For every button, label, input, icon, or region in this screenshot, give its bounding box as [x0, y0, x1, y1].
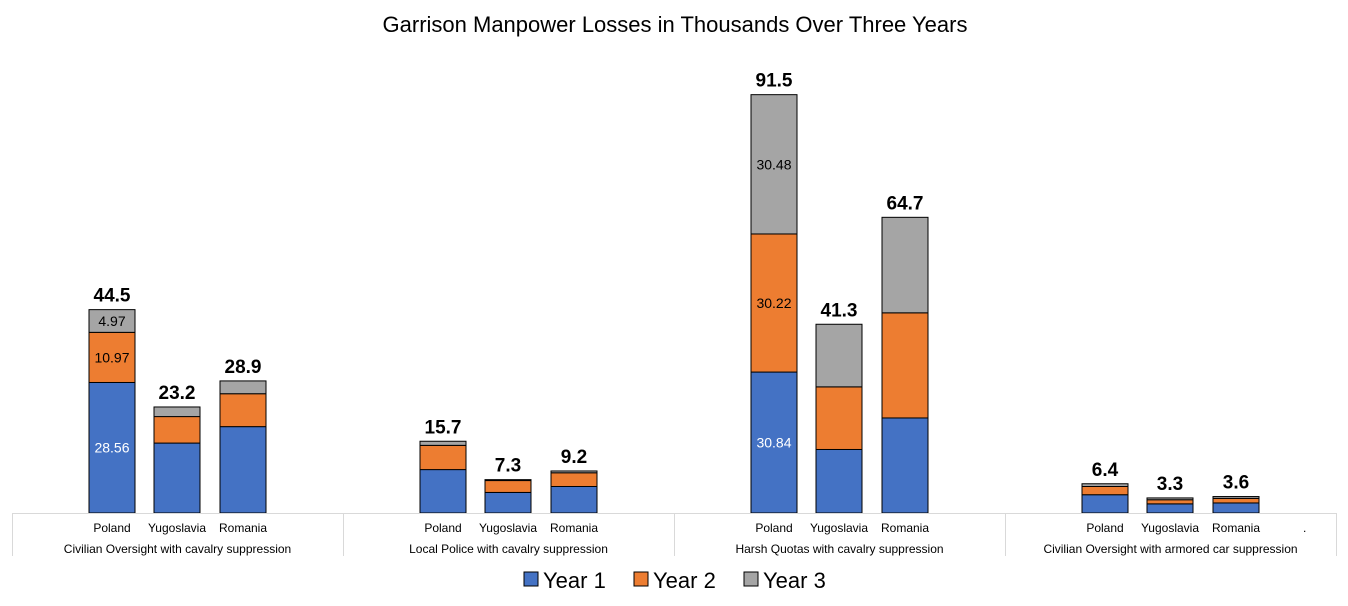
category-tick-label: Poland: [424, 521, 461, 535]
bar-segment-year-1: [1146, 503, 1194, 514]
bar-segment-year-1: [419, 469, 467, 514]
bars-layer: 28.56 10.97 4.97 44.5 23.2 28.9 15.7 7.3 9.2 30.8…: [88, 71, 1260, 514]
bar-total-label: 7.3: [495, 456, 521, 477]
bar-segment-year-2: [1081, 485, 1129, 496]
bar-total-label: 64.7: [887, 193, 924, 214]
bar-total-label: 28.9: [225, 357, 262, 378]
bar-group: 15.7 7.3 9.2: [419, 417, 598, 514]
segment-value-label: 30.22: [756, 295, 791, 311]
bar-total-label: 23.2: [159, 383, 196, 404]
legend-swatch: [633, 571, 649, 587]
group-label: Civilian Oversight with armored car supp…: [1043, 542, 1297, 556]
bar-segment-year-2: [484, 480, 532, 493]
legend-swatch: [523, 571, 539, 587]
legend-swatch: [743, 571, 759, 587]
category-tick-label: Poland: [93, 521, 130, 535]
bar-segment-year-1: [881, 417, 929, 514]
bar-segment-year-2: [1146, 499, 1194, 505]
bar-segment-year-2: [1212, 497, 1260, 504]
bar-group: 30.84 30.22 30.48 91.5 41.3 64.7: [750, 71, 929, 514]
legend-item-year-3: Year 3: [743, 568, 826, 593]
segment-value-label: 30.84: [756, 435, 791, 451]
bar-total-label: 15.7: [425, 417, 462, 438]
bar-segment-year-1: [815, 448, 863, 514]
category-tick-label: Romania: [219, 521, 267, 535]
bar-segment-year-1: [88, 381, 136, 514]
bar-segment-year-3: [550, 470, 598, 474]
category-tick-label: Yugoslavia: [479, 521, 537, 535]
chart-title: Garrison Manpower Losses in Thousands Ov…: [383, 12, 968, 37]
bar-segment-year-1: [750, 371, 798, 514]
bar-segment-year-2: [88, 331, 136, 383]
bar-segment-year-1: [1212, 502, 1260, 514]
bar-segment-year-3: [1212, 496, 1260, 499]
bar-total-label: 3.6: [1223, 473, 1249, 494]
bar-group: 28.56 10.97 4.97 44.5 23.2 28.9: [88, 286, 267, 514]
bar-segment-year-1: [153, 442, 201, 514]
bar-segment-year-2: [219, 393, 267, 428]
bar-total-label: 91.5: [756, 71, 793, 92]
legend-item-year-1: Year 1: [523, 568, 606, 593]
group-label: Harsh Quotas with cavalry suppression: [735, 542, 943, 556]
bar-total-label: 6.4: [1092, 460, 1119, 481]
bar-segment-year-1: [219, 426, 267, 514]
bar-segment-year-3: [219, 380, 267, 395]
category-tick-label: Poland: [755, 521, 792, 535]
segment-value-label: 28.56: [94, 440, 129, 456]
bar-segment-year-2: [419, 444, 467, 471]
bar-segment-year-2: [550, 472, 598, 487]
segment-value-label: 30.48: [756, 156, 791, 172]
legend-label: Year 3: [763, 568, 826, 593]
bar-segment-year-2: [750, 233, 798, 373]
bar-segment-year-3: [1081, 483, 1129, 487]
category-tick-label: Romania: [1212, 521, 1260, 535]
group-label: Civilian Oversight with cavalry suppress…: [64, 542, 291, 556]
bar-group: 6.4 3.3 3.6: [1081, 460, 1260, 514]
segment-value-label: 10.97: [94, 349, 129, 365]
bar-segment-year-3: [881, 216, 929, 314]
bar-segment-year-3: [750, 94, 798, 235]
group-label: Local Police with cavalry suppression: [409, 542, 608, 556]
bar-segment-year-3: [484, 479, 532, 482]
bar-total-label: 44.5: [94, 286, 131, 307]
bar-segment-year-1: [1081, 494, 1129, 514]
bar-segment-year-3: [419, 440, 467, 446]
bar-segment-year-3: [88, 309, 136, 333]
bar-segment-year-2: [815, 386, 863, 450]
bar-segment-year-3: [815, 323, 863, 388]
legend: Year 1 Year 2 Year 3: [523, 568, 826, 593]
category-tick-label: Yugoslavia: [810, 521, 868, 535]
category-tick-label: Yugoslavia: [1141, 521, 1199, 535]
bar-segment-year-3: [153, 406, 201, 418]
bar-segment-year-1: [550, 485, 598, 514]
bar-total-label: 3.3: [1157, 474, 1183, 495]
category-tick-label: Poland: [1086, 521, 1123, 535]
bar-segment-year-2: [153, 416, 201, 444]
legend-label: Year 1: [543, 568, 606, 593]
category-tick-label: Yugoslavia: [148, 521, 206, 535]
category-tick-label: Romania: [550, 521, 598, 535]
bar-segment-year-3: [1146, 497, 1194, 501]
bar-segment-year-2: [881, 312, 929, 419]
bar-total-label: 9.2: [561, 447, 587, 468]
stray-axis-mark: .: [1303, 521, 1306, 535]
category-tick-label: Romania: [881, 521, 929, 535]
bar-total-label: 41.3: [821, 300, 858, 321]
category-axis: Poland Yugoslavia Romania Civilian Oversigh…: [12, 513, 1337, 556]
bar-segment-year-1: [484, 491, 532, 514]
legend-label: Year 2: [653, 568, 716, 593]
segment-value-label: 4.97: [98, 313, 125, 329]
legend-item-year-2: Year 2: [633, 568, 716, 593]
